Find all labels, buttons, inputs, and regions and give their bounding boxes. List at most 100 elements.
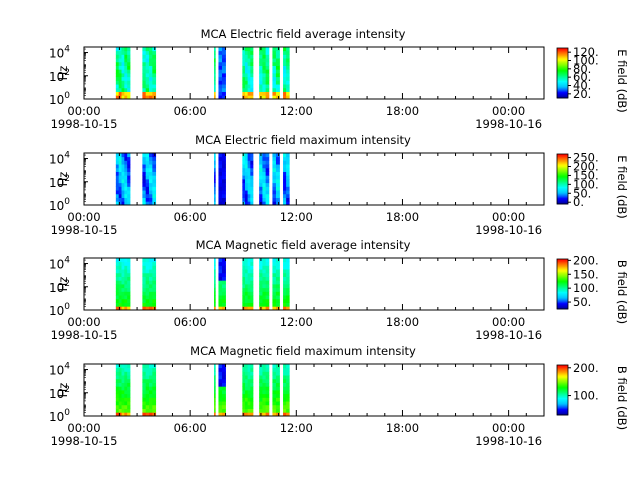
heatmap-cell [152, 284, 157, 289]
heatmap-cell [250, 164, 254, 169]
heatmap-cell [118, 95, 122, 100]
heatmap-cell [242, 61, 246, 66]
colorbar-swatch [557, 166, 568, 169]
heatmap-cell [124, 175, 128, 180]
colorbar-swatch [557, 83, 568, 85]
heatmap-cell [286, 171, 290, 176]
heatmap-cell [247, 160, 251, 165]
heatmap-cell [124, 91, 128, 96]
heatmap-cell [245, 412, 249, 417]
heatmap-cell [142, 175, 147, 180]
heatmap-cell [124, 186, 128, 191]
heatmap-cell [272, 261, 277, 266]
heatmap-cell [245, 201, 249, 206]
heatmap-cell [250, 80, 254, 85]
heatmap-cell [247, 408, 251, 413]
heatmap-cell [152, 397, 157, 402]
heatmap-cell [127, 50, 131, 55]
heatmap-cell [142, 73, 147, 78]
heatmap-cell [152, 153, 157, 158]
colorbar-frame [556, 47, 569, 99]
heatmap-cell [222, 269, 226, 274]
colorbar-swatch [557, 378, 568, 381]
heatmap-cell [142, 58, 147, 63]
heatmap-cell [262, 193, 267, 198]
colorbar-label: B field (dB) [615, 366, 629, 430]
heatmap-cell [250, 284, 254, 289]
heatmap-cell [121, 364, 125, 369]
heatmap-cell [262, 186, 267, 191]
heatmap-cell [265, 408, 270, 413]
heatmap-cell [149, 54, 153, 59]
heatmap-cell [245, 371, 249, 376]
heatmap-cell [121, 382, 125, 387]
heatmap-cell [242, 382, 246, 387]
heatmap-cell [118, 84, 122, 89]
heatmap-cell [218, 91, 223, 96]
heatmap-cell [218, 280, 223, 285]
heatmap-cell [262, 276, 267, 281]
heatmap-cell [250, 378, 254, 383]
heatmap-cell [259, 175, 263, 180]
colorbar-swatch [557, 286, 568, 289]
heatmap-cell [222, 386, 226, 391]
heatmap-cell [149, 50, 153, 55]
heatmap-cell [115, 284, 120, 289]
colorbar-swatch [557, 392, 568, 395]
heatmap-cell [142, 156, 147, 161]
colorbar-swatch [557, 172, 568, 175]
colorbar-swatch [557, 284, 568, 286]
heatmap-cell [149, 295, 153, 300]
heatmap-cell [142, 201, 147, 206]
colorbar-swatch [557, 182, 568, 185]
heatmap-cell [149, 261, 153, 266]
heatmap-cell [149, 164, 153, 169]
heatmap-cell [283, 153, 287, 158]
heatmap-cell [262, 371, 267, 376]
heatmap-cell [265, 382, 270, 387]
heatmap-cell [242, 201, 246, 206]
heatmap-cell [152, 382, 157, 387]
heatmap-cell [115, 58, 120, 63]
heatmap-cell [124, 367, 128, 372]
colorbar-swatch [557, 50, 568, 53]
heatmap-cell [127, 295, 131, 300]
heatmap-cell [145, 261, 150, 266]
heatmap-cell [265, 175, 270, 180]
heatmap-cell [142, 193, 147, 198]
heatmap-cell [115, 367, 120, 372]
colorbar-swatch [557, 70, 568, 73]
heatmap-cell [259, 378, 263, 383]
heatmap-cell [242, 287, 246, 292]
heatmap-cell [250, 272, 254, 277]
heatmap-cell [149, 190, 153, 195]
heatmap-cell [222, 382, 226, 387]
heatmap-cell [262, 160, 267, 165]
heatmap-cell [272, 179, 277, 184]
heatmap-cell [121, 69, 125, 74]
heatmap-cell [115, 84, 120, 89]
heatmap-cell [245, 197, 249, 202]
heatmap-cell [245, 87, 249, 92]
heatmap-cell [152, 171, 157, 176]
heatmap-cell [115, 378, 120, 383]
heatmap-cell [250, 306, 254, 311]
heatmap-cell [259, 84, 263, 89]
heatmap-cell [275, 54, 280, 59]
y-tick-label: 104 [49, 45, 70, 61]
heatmap-cell [152, 87, 157, 92]
heatmap-cell [118, 167, 122, 172]
colorbar-swatch [557, 171, 568, 174]
heatmap-cell [152, 167, 157, 172]
heatmap-cell [214, 298, 216, 303]
heatmap-cell [142, 84, 147, 89]
heatmap-cell [127, 201, 131, 206]
heatmap-cell [242, 386, 246, 391]
heatmap-cell [242, 272, 246, 277]
heatmap-cell [152, 393, 157, 398]
heatmap-cell [247, 61, 251, 66]
heatmap-cell [115, 193, 120, 198]
heatmap-cell [118, 364, 122, 369]
colorbar-swatch [557, 302, 568, 305]
